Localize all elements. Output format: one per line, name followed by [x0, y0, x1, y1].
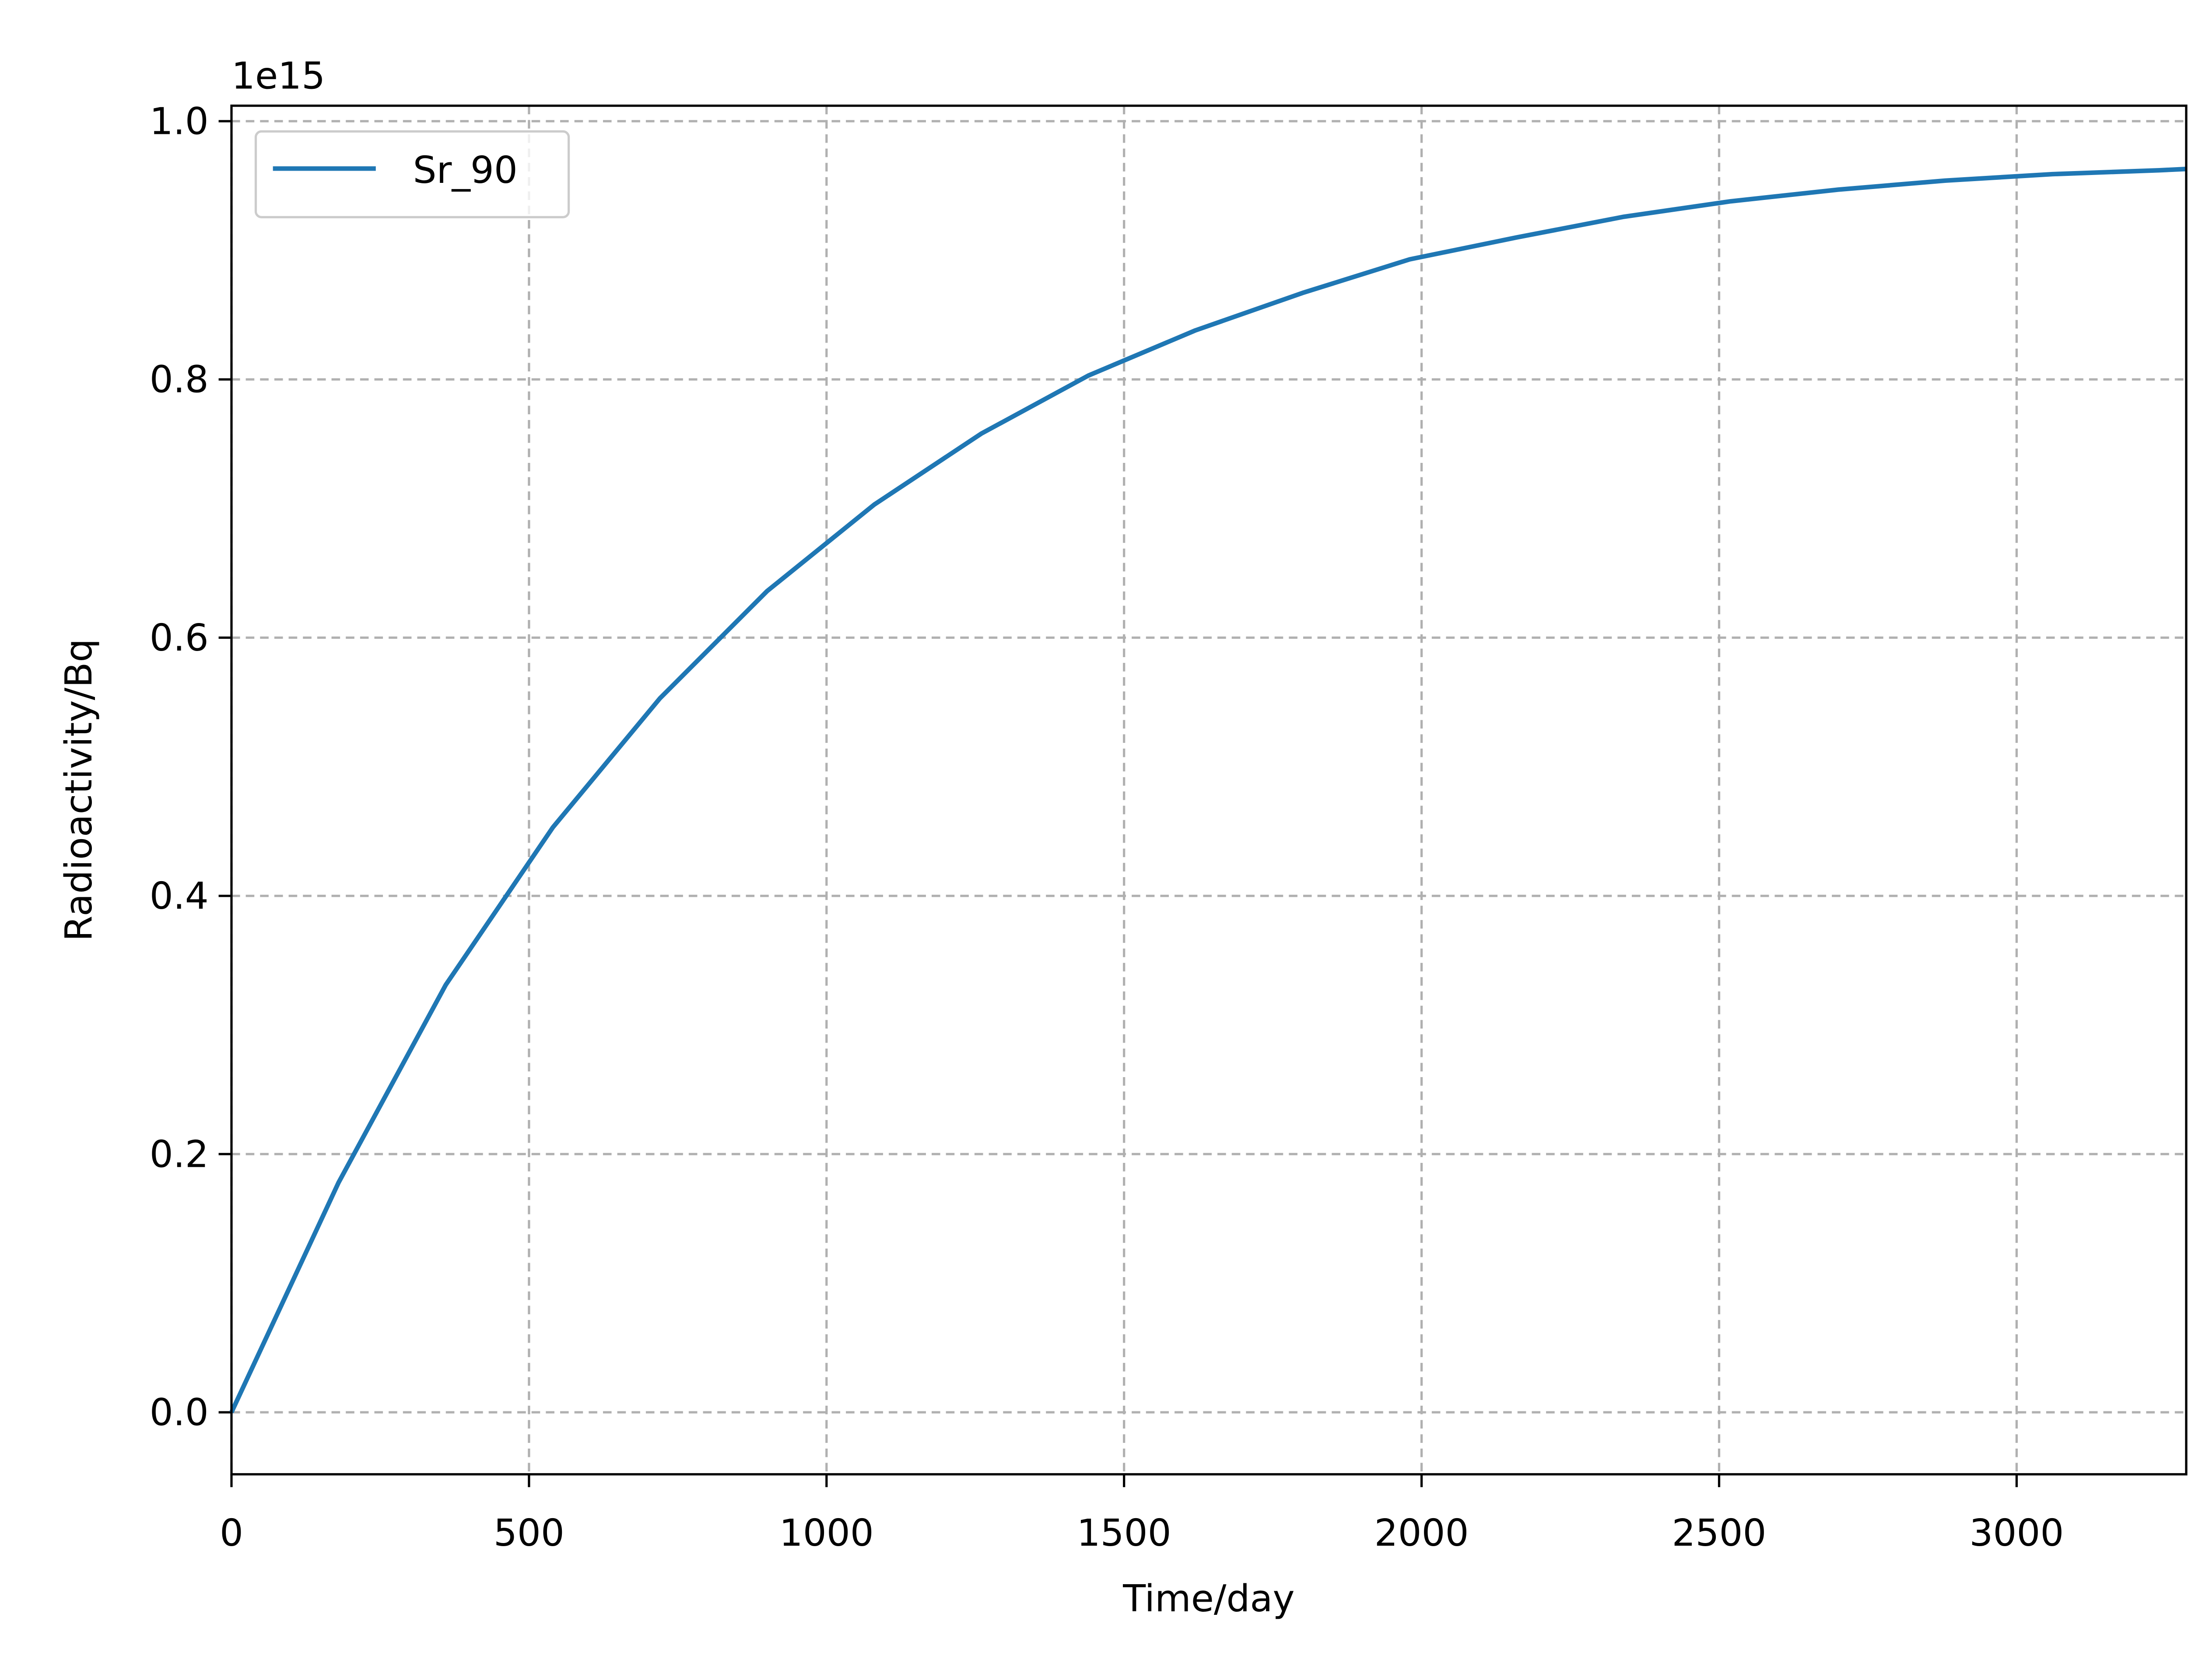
legend-label: Sr_90: [413, 149, 518, 192]
x-tick-label: 0: [220, 1512, 243, 1555]
y-tick-label: 0.0: [150, 1391, 209, 1435]
x-tick-label: 2500: [1672, 1512, 1766, 1555]
y-tick-label: 0.4: [150, 875, 209, 918]
y-tick-label: 0.2: [150, 1133, 209, 1176]
offset-label: 1e15: [231, 54, 325, 98]
legend: Sr_90: [254, 130, 570, 218]
y-axis-label: Radioactivity/Bq: [57, 639, 101, 942]
x-tick-label: 1500: [1077, 1512, 1171, 1555]
x-tick-label: 3000: [1969, 1512, 2064, 1555]
line: [229, 167, 2187, 1414]
y-tick-label: 1.0: [150, 100, 209, 143]
y-tick-label: 0.6: [150, 616, 209, 660]
plot-frame: [230, 105, 2188, 1476]
y-tick-label: 0.8: [150, 358, 209, 402]
x-tick-label: 2000: [1375, 1512, 1469, 1555]
x-tick-label: 1000: [779, 1512, 874, 1555]
legend-box: [254, 130, 570, 218]
x-axis-label: Time/day: [1122, 1577, 1294, 1620]
x-tick-label: 500: [494, 1512, 565, 1555]
